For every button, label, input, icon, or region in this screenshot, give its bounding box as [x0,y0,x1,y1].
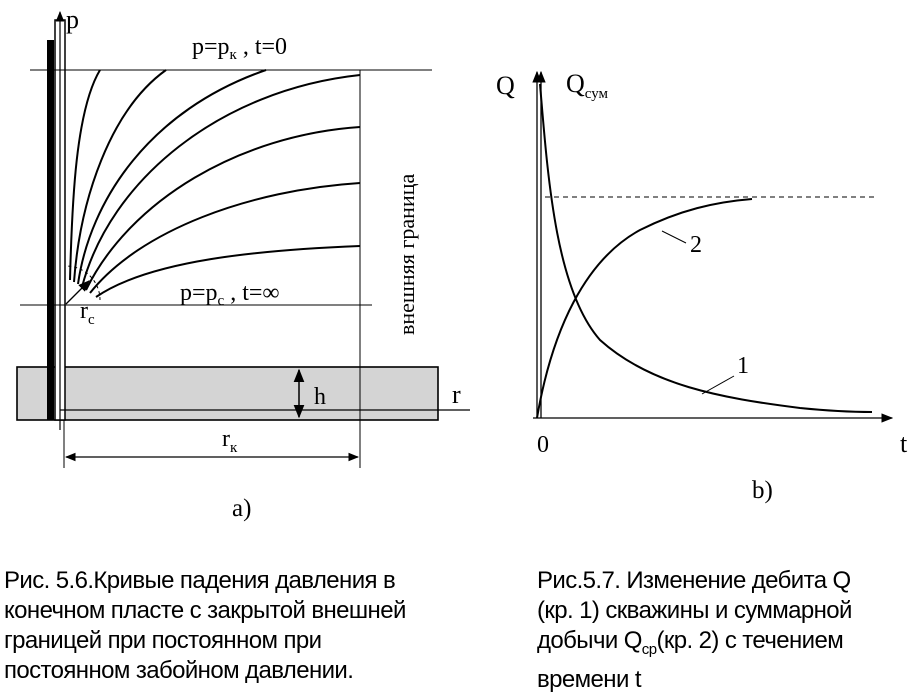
rc-label-main: r [80,298,88,324]
t-axis-label: t [900,429,908,458]
figure-b: Q Qсум t 0 1 2 b) [496,69,908,504]
caption-left-line: Рис. 5.6.Кривые падения давления в [4,567,396,594]
boundary-label: внешняя граница [394,174,419,335]
panel-a-label: a) [232,495,251,522]
caption-right-line: времени t [537,665,641,693]
qsum-label-main: Q [566,69,585,98]
pk-label-suffix: , t=0 [237,34,287,60]
qsum-label-sub: сум [585,86,609,102]
rc-label-sub: c [88,312,95,328]
rk-label-sub: к [230,440,238,456]
curve-1-label: 1 [737,353,749,379]
pk-label-sub: к [230,47,238,63]
caption-right-line: Рис.5.7. Изменение дебита Q [537,567,851,594]
qsum-axis-label: Qсум [566,69,609,102]
h-label: h [314,384,326,410]
pressure-curve-4 [81,74,361,288]
pressure-curve-3 [77,69,267,285]
caption-left-line: постоянном забойном давлении. [4,657,354,684]
caption-right-pre: добычи Q [537,627,642,654]
pk-label-main: p=p [192,34,230,60]
rk-label: rк [222,426,238,456]
rc-arrow [65,280,90,305]
p-axis-label: p [66,5,79,34]
pc-label-suffix: , t=∞ [224,280,279,306]
curve-2-leader [661,230,687,244]
curve-1-leader [701,375,735,395]
pressure-curve-1 [69,69,101,281]
curve-1-flow-rate [539,83,873,413]
caption-right-line: добычи Qср(кр. 2) с течением [537,626,852,665]
caption-left-line: конечном пласте с закрытой внешней [4,597,406,624]
pressure-curve-5 [85,126,361,291]
rc-dashed-arc [65,265,101,301]
pressure-curves [69,69,361,298]
origin-label: 0 [537,432,549,458]
q-axis-label: Q [496,71,515,100]
pressure-curve-6 [89,182,361,294]
rk-label-main: r [222,426,230,452]
pressure-curve-2 [73,69,167,283]
caption-right: Рис.5.7. Изменение дебита Q (кр. 1) сква… [537,566,852,695]
rc-label: rc [80,298,95,328]
pk-curve-label: p=pк , t=0 [192,34,287,63]
figure-a: p r p=pк , t=0 p=pс , t=∞ rc h rк внешня… [16,5,470,522]
reservoir-layer [16,366,439,421]
well-casing [47,40,54,420]
r-axis-label: r [452,380,461,409]
curve-2-cumulative [536,198,753,419]
pc-label-sub: с [218,293,225,309]
caption-left: Рис. 5.6.Кривые падения давления в конеч… [4,566,406,686]
pc-label-main: p=p [180,280,218,306]
pressure-curve-7 [95,245,361,298]
panel-b-label: b) [752,477,773,504]
caption-right-sub: ср [641,640,657,658]
caption-right-post: (кр. 2) с течением [656,627,844,654]
pc-curve-label: p=pс , t=∞ [180,280,280,309]
curve-2-label: 2 [690,232,702,258]
caption-right-line: (кр. 1) скважины и суммарной [537,597,852,624]
caption-left-line: границей при постоянном при [4,627,322,654]
